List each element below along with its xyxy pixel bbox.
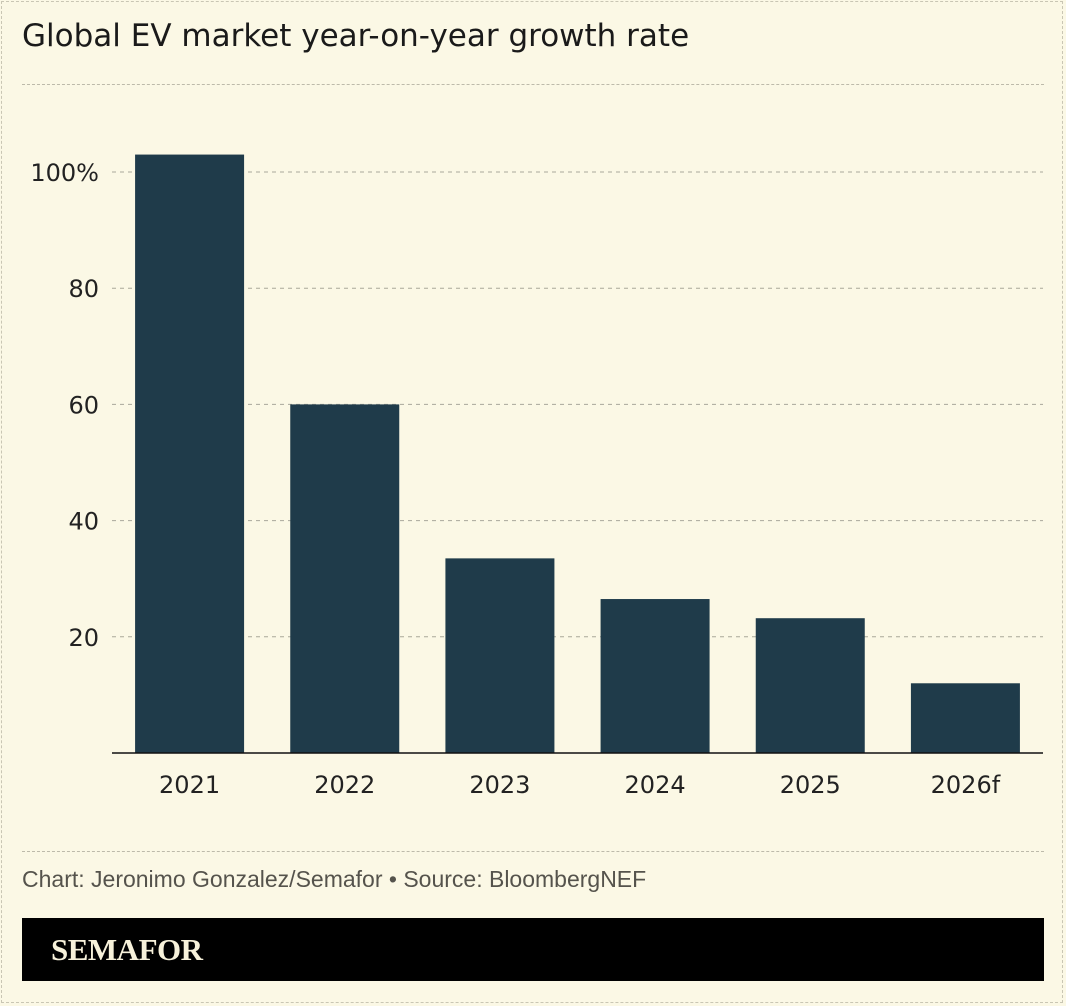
y-tick-label: 80	[68, 275, 99, 303]
bar	[445, 558, 555, 753]
x-tick-label: 2024	[625, 771, 686, 799]
chart-credit: Chart: Jeronimo Gonzalez/Semafor • Sourc…	[22, 866, 647, 892]
bar	[290, 404, 400, 753]
chart-title: Global EV market year-on-year growth rat…	[22, 18, 690, 54]
y-tick-label: 20	[68, 624, 99, 652]
semafor-logo: SEMAFOR	[51, 932, 203, 967]
x-tick-label: 2023	[469, 771, 530, 799]
x-tick-label: 2021	[159, 771, 220, 799]
x-tick-label: 2025	[780, 771, 841, 799]
title-divider	[22, 84, 1044, 85]
y-tick-label: 40	[68, 508, 99, 536]
bar	[600, 599, 710, 753]
bar-chart: 20 40 60 80 100% 2021 2022 2023 2024 2025 2026f	[30, 154, 1043, 799]
x-tick-label: 2026f	[931, 771, 1001, 799]
brand-banner: SEMAFOR	[22, 918, 1044, 981]
bar	[755, 618, 865, 753]
footer-divider	[22, 851, 1044, 852]
y-tick-label: 60	[68, 391, 99, 419]
bar	[910, 683, 1020, 753]
y-tick-label: 100%	[30, 159, 99, 187]
bar	[135, 154, 245, 753]
x-tick-label: 2022	[314, 771, 375, 799]
